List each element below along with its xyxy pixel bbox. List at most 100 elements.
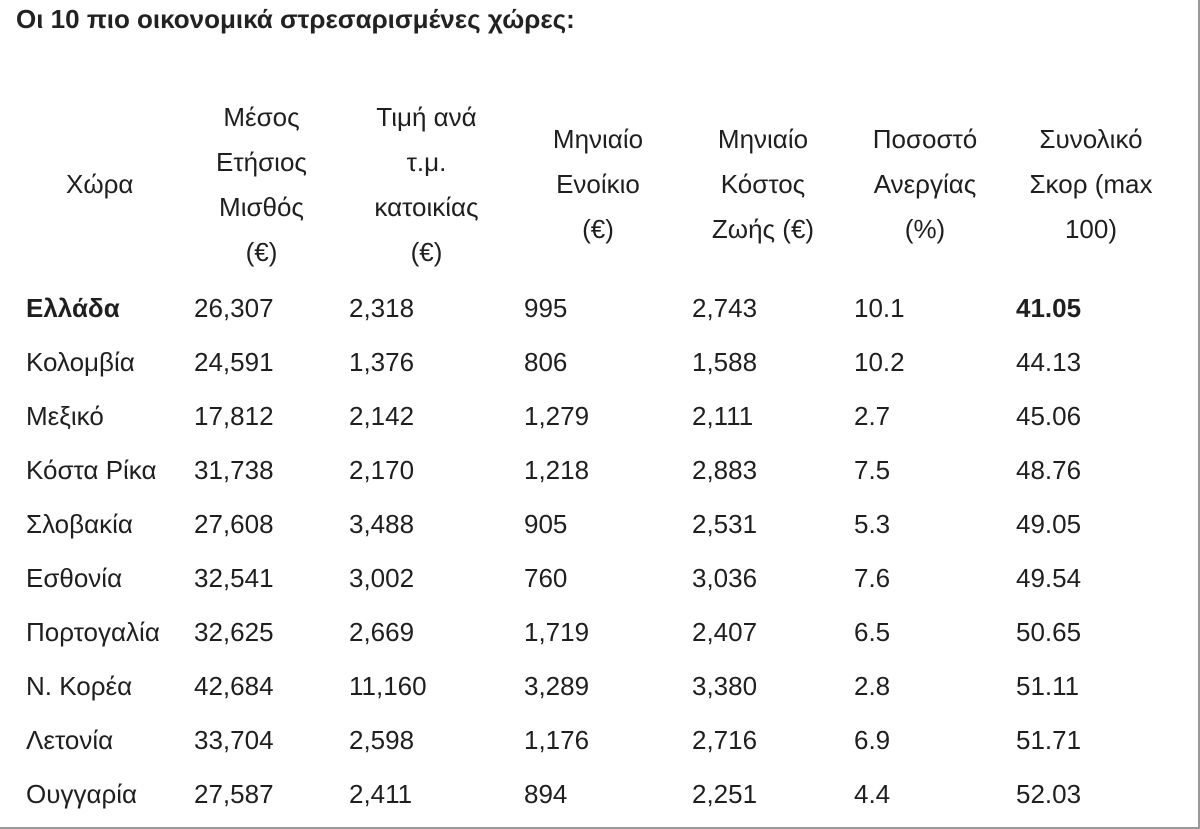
header-rent: Μηνιαίο Ενοίκιο (€) <box>514 92 682 277</box>
cell-unemployment: 6.9 <box>854 724 891 755</box>
cell-living-cost: 1,588 <box>692 346 758 377</box>
header-line: Ποσοστό <box>872 124 978 154</box>
cell-living-cost: 2,111 <box>692 400 754 431</box>
cell-living-cost: 3,380 <box>692 670 758 701</box>
cell-living-cost: 2,251 <box>692 778 758 809</box>
cell-total-score: 51.71 <box>1016 724 1082 755</box>
header-living-cost: Μηνιαίο Κόστος Ζωής (€) <box>682 92 844 277</box>
header-country: Χώρα <box>16 92 184 277</box>
cell-unemployment: 6.5 <box>854 616 891 647</box>
cell-unemployment: 10.1 <box>854 292 905 323</box>
cell-salary: 32,541 <box>194 562 274 593</box>
header-unemployment: Ποσοστό Ανεργίας (%) <box>844 92 1006 277</box>
cell-salary: 27,587 <box>194 778 274 809</box>
cell-rent: 1,279 <box>524 400 590 431</box>
table-row: Λετονία 33,704 2,598 1,176 2,716 6.9 51.… <box>16 713 1176 767</box>
header-line: Συνολικό <box>1039 124 1143 154</box>
header-line: Μισθός <box>219 191 304 222</box>
cell-unemployment: 4.4 <box>854 778 891 809</box>
cell-living-cost: 2,716 <box>692 724 758 755</box>
cell-total-score: 49.05 <box>1016 508 1082 539</box>
header-line: Χώρα <box>66 169 134 199</box>
cell-country: Κόστα Ρίκα <box>26 454 157 485</box>
cell-price-sqm: 3,488 <box>349 508 415 539</box>
cell-price-sqm: 2,318 <box>349 292 415 323</box>
cell-country: Ελλάδα <box>26 292 120 323</box>
table-header-row: Χώρα Μέσος Ετήσιος Μισθός (€) Τιμή ανά τ… <box>16 92 1176 277</box>
header-total-score: Συνολικό Σκορ (max 100) <box>1006 92 1176 277</box>
cell-salary: 33,704 <box>194 724 274 755</box>
cell-total-score: 44.13 <box>1016 346 1082 377</box>
header-price-sqm: Τιμή ανά τ.μ. κατοικίας (€) <box>339 92 514 277</box>
cell-salary: 32,625 <box>194 616 274 647</box>
cell-country: Σλοβακία <box>26 508 133 539</box>
table-row: Μεξικό 17,812 2,142 1,279 2,111 2.7 45.0… <box>16 389 1176 443</box>
header-line: Σκορ (max <box>1029 169 1153 199</box>
cell-price-sqm: 2,411 <box>349 778 413 809</box>
header-line: τ.μ. <box>406 146 447 177</box>
header-line: (€) <box>582 214 614 244</box>
header-line: κατοικίας <box>374 191 479 222</box>
cell-rent: 760 <box>524 562 568 593</box>
cell-price-sqm: 2,142 <box>349 400 415 431</box>
header-line: 100) <box>1064 214 1118 244</box>
table-row: Πορτογαλία 32,625 2,669 1,719 2,407 6.5 … <box>16 605 1176 659</box>
cell-salary: 17,812 <box>194 400 274 431</box>
header-line: Ενοίκιο <box>556 169 640 199</box>
header-line: Ανεργίας <box>873 169 977 199</box>
cell-price-sqm: 2,170 <box>349 454 415 485</box>
header-line: Μηνιαίο <box>717 124 809 154</box>
cell-price-sqm: 11,160 <box>349 670 427 701</box>
cell-living-cost: 3,036 <box>692 562 758 593</box>
cell-unemployment: 2.8 <box>854 670 891 701</box>
cell-unemployment: 10.2 <box>854 346 905 377</box>
cell-rent: 894 <box>524 778 568 809</box>
header-salary: Μέσος Ετήσιος Μισθός (€) <box>184 92 339 277</box>
table-row: Εσθονία 32,541 3,002 760 3,036 7.6 49.54 <box>16 551 1176 605</box>
cell-salary: 24,591 <box>194 346 274 377</box>
header-line: Κόστος <box>720 169 806 199</box>
cell-unemployment: 7.5 <box>854 454 891 485</box>
header-line: Ζωής (€) <box>711 214 815 244</box>
cell-unemployment: 7.6 <box>854 562 891 593</box>
cell-total-score: 41.05 <box>1016 292 1082 323</box>
cell-living-cost: 2,531 <box>692 508 758 539</box>
cell-salary: 26,307 <box>194 292 274 323</box>
header-line: (€) <box>410 236 443 267</box>
header-line: Μηνιαίο <box>552 124 644 154</box>
cell-total-score: 48.76 <box>1016 454 1082 485</box>
cell-rent: 3,289 <box>524 670 590 701</box>
header-line: (%) <box>904 214 946 244</box>
cell-living-cost: 2,743 <box>692 292 758 323</box>
cell-country: Εσθονία <box>26 562 123 593</box>
cell-rent: 1,176 <box>524 724 590 755</box>
cell-rent: 1,719 <box>524 616 590 647</box>
cell-rent: 806 <box>524 346 568 377</box>
table-row: Κολομβία 24,591 1,376 806 1,588 10.2 44.… <box>16 335 1176 389</box>
cell-unemployment: 5.3 <box>854 508 891 539</box>
table-row: Ελλάδα 26,307 2,318 995 2,743 10.1 41.05 <box>16 277 1176 335</box>
header-line: Ετήσιος <box>216 146 307 177</box>
cell-total-score: 51.11 <box>1016 670 1080 701</box>
cell-price-sqm: 2,669 <box>349 616 415 647</box>
cell-country: Μεξικό <box>26 400 104 431</box>
cell-country: Πορτογαλία <box>26 616 160 647</box>
cell-rent: 1,218 <box>524 454 590 485</box>
cell-salary: 27,608 <box>194 508 274 539</box>
cell-rent: 995 <box>524 292 568 323</box>
cell-price-sqm: 1,376 <box>349 346 415 377</box>
cell-country: Ν. Κορέα <box>26 670 133 701</box>
cell-total-score: 50.65 <box>1016 616 1082 647</box>
table-row: Ουγγαρία 27,587 2,411 894 2,251 4.4 52.0… <box>16 767 1176 821</box>
cell-unemployment: 2.7 <box>854 400 891 431</box>
table-row: Σλοβακία 27,608 3,488 905 2,531 5.3 49.0… <box>16 497 1176 551</box>
cell-country: Λετονία <box>26 724 114 755</box>
cell-salary: 42,684 <box>194 670 274 701</box>
table-row: Ν. Κορέα 42,684 11,160 3,289 3,380 2.8 5… <box>16 659 1176 713</box>
cell-salary: 31,738 <box>194 454 274 485</box>
cell-price-sqm: 2,598 <box>349 724 415 755</box>
cell-total-score: 49.54 <box>1016 562 1082 593</box>
header-line: (€) <box>245 236 278 267</box>
page-title: Οι 10 πιο οικονομικά στρεσαρισμένες χώρε… <box>16 4 575 34</box>
